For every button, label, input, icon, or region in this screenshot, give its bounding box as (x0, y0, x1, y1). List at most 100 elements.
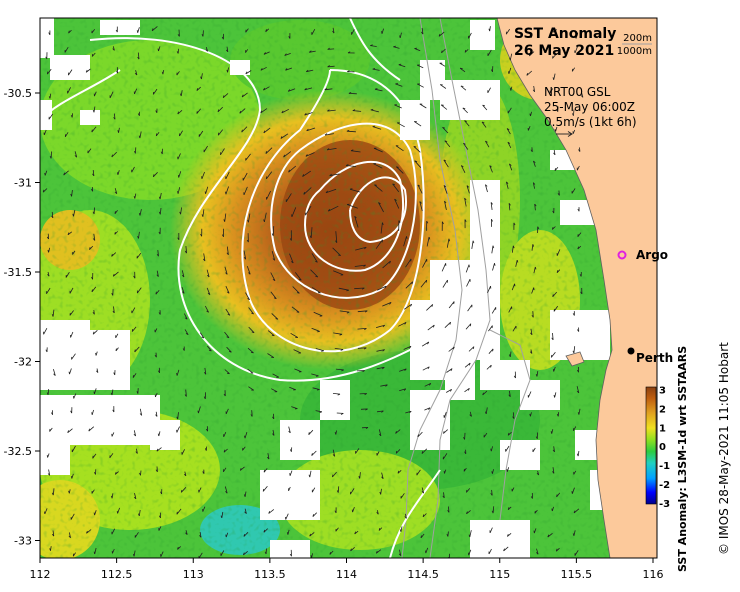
current-vector (354, 264, 366, 267)
current-vector-head (239, 110, 241, 114)
current-vector (131, 326, 137, 332)
current-vector-head (464, 219, 467, 222)
colorbar (645, 386, 657, 505)
current-vector (113, 306, 115, 314)
current-vector-head (453, 346, 455, 350)
current-vector-head (404, 516, 407, 519)
current-vector-head (220, 515, 223, 519)
current-vector (74, 151, 78, 158)
current-vector-head (572, 113, 574, 116)
contour-legend-200m: 200m (623, 33, 652, 44)
current-vector-head (552, 294, 554, 297)
current-vector-head (513, 222, 516, 226)
current-vector-head (466, 511, 468, 514)
current-vector-head (468, 534, 471, 538)
current-vector (492, 506, 495, 514)
current-vector (417, 64, 424, 69)
current-vector-head (51, 215, 54, 219)
current-vector-head (227, 372, 230, 375)
current-vector (405, 410, 412, 414)
x-tick-label: 113 (183, 568, 204, 581)
current-vector (263, 51, 270, 55)
current-vector (134, 493, 137, 499)
current-vector-head (296, 292, 300, 294)
current-vector-head (533, 160, 536, 163)
current-vector (332, 393, 341, 395)
current-vector-head (446, 534, 449, 537)
current-vector-head (335, 240, 338, 243)
current-vector-head (244, 435, 246, 439)
current-vector (310, 269, 319, 278)
current-vector-head (492, 348, 494, 352)
current-vector-head (221, 36, 224, 40)
current-vector (554, 392, 557, 398)
current-vector (50, 151, 52, 159)
current-vector-head (46, 392, 49, 395)
current-vector-head (45, 349, 48, 353)
current-vector-head (556, 494, 558, 497)
current-vector (375, 324, 385, 328)
current-vector (199, 332, 205, 339)
current-vector (284, 53, 291, 56)
current-vector-head (347, 51, 351, 54)
current-vector-head (485, 411, 487, 415)
current-vector (94, 388, 97, 395)
current-vector-head (47, 274, 50, 277)
current-vector-head (382, 366, 385, 370)
current-vector (468, 32, 472, 39)
argo-label: Argo (636, 248, 668, 262)
current-vector-head (247, 298, 250, 301)
colorbar-tick-label: 0 (659, 442, 666, 453)
current-vector-head (442, 495, 445, 499)
current-vector (414, 121, 422, 127)
current-vector (67, 87, 71, 94)
current-vector-head (512, 245, 515, 249)
current-vector-head (577, 412, 580, 415)
current-vector (577, 232, 582, 237)
current-vector (138, 509, 141, 516)
current-vector (381, 472, 384, 479)
current-vector-head (378, 527, 381, 531)
current-vector (339, 310, 350, 313)
current-vector (376, 549, 382, 554)
current-vector (311, 253, 318, 263)
current-vector (69, 368, 72, 375)
current-vector (179, 130, 183, 137)
current-vector-head (225, 272, 228, 275)
current-vector (375, 239, 383, 249)
current-vector (553, 305, 559, 312)
current-vector (226, 246, 229, 255)
current-vector-head (112, 310, 115, 314)
current-vector-head (395, 450, 398, 454)
current-vector (248, 326, 255, 333)
current-vector (468, 346, 475, 352)
current-vector-head (176, 51, 179, 54)
current-vector (177, 153, 181, 160)
current-vector (242, 172, 248, 181)
current-vector-head (425, 280, 428, 283)
current-vector-head (384, 285, 387, 289)
current-vector-head (315, 275, 318, 278)
current-vector (354, 287, 365, 290)
current-vector-head (329, 552, 331, 555)
current-vector (446, 368, 453, 373)
current-vector (574, 46, 578, 54)
current-vector (488, 325, 493, 332)
current-vector (271, 388, 278, 393)
current-vector (392, 183, 400, 193)
current-vector (64, 46, 69, 53)
current-vector-head (481, 121, 485, 124)
current-vector-head (332, 30, 335, 34)
current-vector-head (509, 57, 511, 61)
current-vector (247, 368, 254, 374)
map-date: 26 May 2021 (514, 43, 614, 59)
current-vector-head (110, 392, 113, 396)
current-vector-head (321, 350, 324, 352)
current-vector-head (319, 411, 323, 413)
current-vector-head (422, 514, 425, 517)
current-vector-head (450, 389, 452, 392)
current-vector (573, 346, 576, 354)
current-vector (226, 46, 229, 52)
current-vector-head (221, 234, 224, 237)
current-vector (68, 69, 73, 76)
